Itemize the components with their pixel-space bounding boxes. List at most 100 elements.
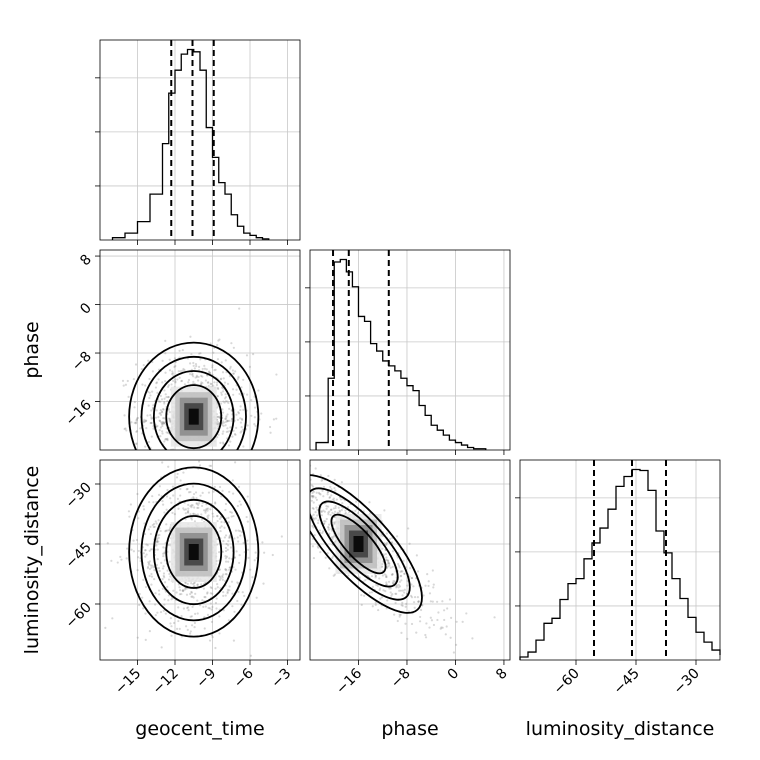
scatter-point <box>246 424 249 427</box>
scatter-point <box>194 376 197 379</box>
scatter-point <box>387 560 390 563</box>
scatter-point <box>137 510 140 513</box>
scatter-point <box>404 622 407 625</box>
scatter-point <box>424 636 428 639</box>
scatter-point <box>406 584 409 587</box>
contour-phase_vs_geocent_time-1 <box>165 384 223 450</box>
scatter-point <box>375 583 378 587</box>
scatter-point <box>224 502 228 506</box>
scatter-point <box>163 421 166 424</box>
scatter-point <box>226 590 229 593</box>
scatter-point <box>163 559 166 562</box>
scatter-point <box>217 575 221 578</box>
scatter-point <box>326 493 329 496</box>
scatter-point <box>397 583 400 586</box>
scatter-point <box>226 419 229 422</box>
scatter-point <box>395 586 398 589</box>
scatter-point <box>167 385 170 388</box>
scatter-point <box>179 479 182 482</box>
scatter-point <box>226 413 229 416</box>
scatter-point <box>187 378 191 382</box>
scatter-point <box>269 431 272 434</box>
scatter-point <box>142 364 145 367</box>
scatter-point <box>417 600 420 603</box>
scatter-point <box>225 542 228 546</box>
scatter-point <box>276 466 278 468</box>
scatter-point <box>206 509 209 512</box>
scatter-point <box>225 555 229 558</box>
scatter-point <box>272 418 276 421</box>
scatter-point <box>450 616 453 619</box>
density-block-phase_vs_geocent_time-4 <box>188 408 199 425</box>
scatter-point <box>391 550 395 553</box>
scatter-point <box>196 513 199 516</box>
scatter-point <box>333 510 337 513</box>
scatter-point <box>410 594 413 597</box>
scatter-point <box>300 484 302 486</box>
scatter-point <box>170 598 173 601</box>
scatter-point <box>104 626 107 630</box>
scatter-point <box>155 409 158 412</box>
scatter-point <box>161 411 164 414</box>
scatter-point <box>401 601 404 604</box>
scatter-point <box>218 615 221 618</box>
scatter-point <box>441 600 444 603</box>
scatter-point <box>158 485 161 488</box>
scatter-point <box>162 572 166 575</box>
scatter-point <box>149 532 152 536</box>
scatter-point <box>195 374 199 377</box>
scatter-point <box>391 565 394 568</box>
scatter-point <box>173 365 176 369</box>
scatter-point <box>311 496 314 499</box>
scatter-point <box>326 491 329 494</box>
scatter-point <box>207 370 211 373</box>
scatter-point <box>201 599 204 602</box>
scatter-point <box>170 501 173 504</box>
scatter-point <box>222 540 225 543</box>
scatter-point <box>215 383 219 387</box>
scatter-point <box>385 566 389 570</box>
scatter-point <box>230 417 234 421</box>
scatter-point <box>195 375 198 379</box>
scatter-point <box>192 585 195 588</box>
scatter-point <box>231 435 234 438</box>
scatter-point <box>224 418 227 421</box>
scatter-point <box>216 586 219 589</box>
scatter-point <box>124 427 127 430</box>
scatter-point <box>246 539 249 542</box>
scatter-point <box>230 580 234 583</box>
scatter-point <box>143 532 147 536</box>
scatter-point <box>399 575 402 578</box>
scatter-point <box>168 572 171 576</box>
scatter-point <box>283 466 285 468</box>
scatter-point <box>155 540 158 544</box>
scatter-point <box>263 551 266 554</box>
scatter-point <box>166 488 169 492</box>
scatter-point <box>158 429 161 432</box>
scatter-point <box>228 589 231 592</box>
scatter-point <box>252 353 255 356</box>
scatter-point <box>156 540 159 544</box>
scatter-point <box>370 575 374 578</box>
scatter-point <box>223 521 226 524</box>
scatter-point <box>406 637 409 640</box>
scatter-point <box>164 352 167 355</box>
contour-luminosity_distance_vs_phase-4 <box>310 474 423 614</box>
panel-frame-m2 <box>519 459 721 661</box>
scatter-point <box>233 537 236 540</box>
scatter-point <box>402 559 405 562</box>
scatter-point <box>199 352 202 355</box>
scatter-point <box>215 607 218 610</box>
scatter-point <box>232 639 236 642</box>
scatter-point <box>333 535 336 538</box>
scatter-point <box>192 380 195 383</box>
scatter-point <box>164 339 167 342</box>
scatter-point <box>228 566 231 569</box>
scatter-point <box>153 577 156 581</box>
scatter-point <box>194 612 197 615</box>
scatter-point <box>242 408 245 411</box>
scatter-point <box>315 498 318 501</box>
scatter-point <box>324 556 327 559</box>
scatter-point <box>189 630 192 633</box>
scatter-point <box>328 567 331 570</box>
